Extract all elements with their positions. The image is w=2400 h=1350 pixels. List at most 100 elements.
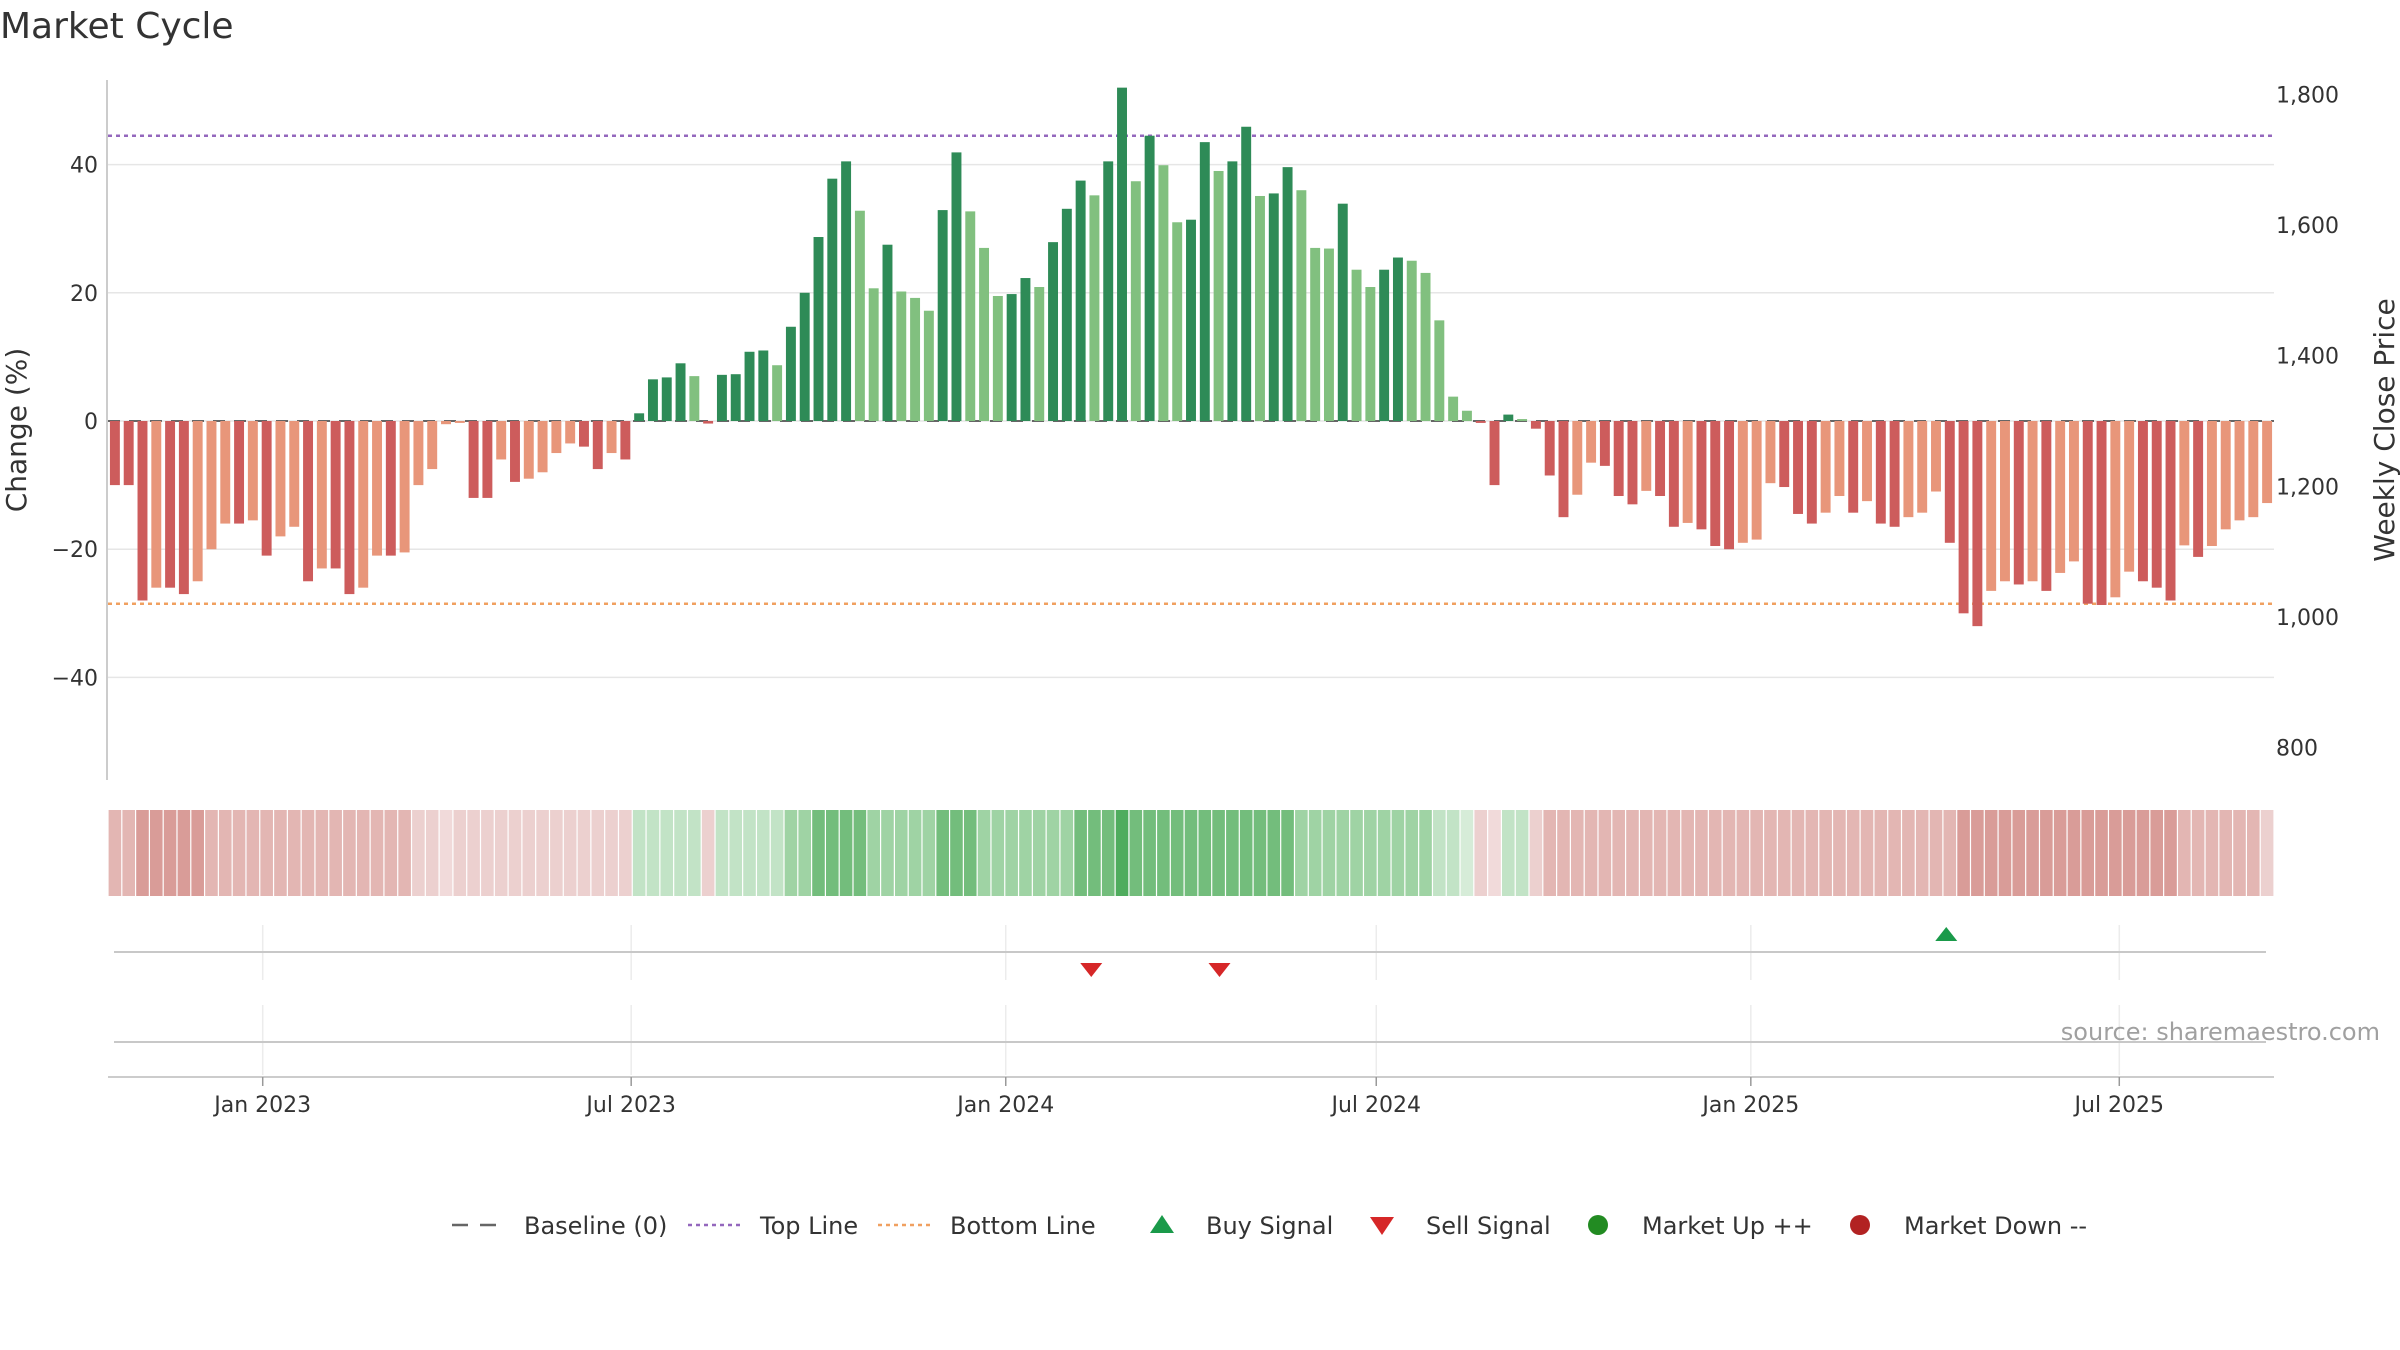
strip-cell [577, 810, 591, 896]
bar [1020, 278, 1031, 421]
bar [1572, 421, 1583, 495]
y-tick-label-right: 1,600 [2276, 214, 2339, 239]
strip-cell [1226, 810, 1239, 896]
bar [1806, 421, 1817, 524]
strip-cell [1708, 810, 1722, 896]
strip-cell [287, 810, 301, 896]
strip-cell [963, 810, 977, 896]
strip-cell [2122, 810, 2136, 896]
strip-cell [2081, 810, 2095, 896]
bar [1558, 421, 1569, 518]
strip-cell [1874, 810, 1888, 896]
strip-cell [1364, 810, 1377, 896]
bar [2096, 421, 2107, 605]
strip-cell [1115, 810, 1129, 896]
strip-cell [563, 810, 577, 896]
bar [1241, 126, 1252, 421]
strip-cell [274, 810, 287, 896]
strip-cell [1681, 810, 1694, 896]
bar [1737, 421, 1748, 543]
strip-cell [232, 810, 246, 896]
bar [758, 350, 769, 421]
bar [234, 421, 245, 524]
bar [1227, 161, 1238, 421]
strip-cell [1515, 810, 1529, 896]
bar [1351, 269, 1362, 421]
bar [1448, 396, 1459, 421]
strip-cell [908, 810, 922, 896]
strip-cell [894, 810, 908, 896]
axes: −40 −20 0 20 40 800 1,000 1,200 1,400 1,600 1,800 [52, 80, 2339, 780]
strip-cell [826, 810, 839, 896]
strip-cell [881, 810, 894, 896]
strip-cell [425, 810, 439, 896]
legend-label: Baseline (0) [524, 1212, 667, 1240]
bar [689, 376, 700, 421]
strip-cell [2040, 810, 2053, 896]
bar [1034, 287, 1045, 421]
bar [1213, 170, 1224, 421]
bar [1158, 165, 1169, 421]
strip-cell [1267, 810, 1281, 896]
strip-cell [1281, 810, 1294, 896]
strip-cell [301, 810, 315, 896]
bar [1406, 260, 1417, 421]
bar [1655, 421, 1666, 497]
strip-cell [2191, 810, 2205, 896]
bar [1434, 320, 1445, 421]
strip-cell [1888, 810, 1901, 896]
bar [1765, 421, 1776, 484]
bar [592, 421, 603, 470]
strip-cell [674, 810, 687, 896]
strip-cell [688, 810, 701, 896]
x-tick-label: Jul 2023 [584, 1093, 676, 1118]
bar [482, 421, 493, 498]
bar [1503, 414, 1514, 421]
bar [1724, 421, 1735, 550]
strip-cell [384, 810, 398, 896]
strip-cell [1253, 810, 1267, 896]
legend-sell-icon [1370, 1217, 1394, 1235]
bar [1310, 247, 1321, 421]
strip-cell [1750, 810, 1763, 896]
bar [2179, 421, 2190, 546]
strip-cell [1433, 810, 1446, 896]
bar [413, 421, 424, 486]
bar [1489, 421, 1500, 486]
strip-cell [1998, 810, 2012, 896]
strip-cell [136, 810, 149, 896]
bar [1130, 181, 1141, 421]
bar [744, 351, 755, 421]
strip-cell [1405, 810, 1419, 896]
strip-cell [812, 810, 825, 896]
bar [1172, 222, 1183, 421]
bar [358, 421, 369, 588]
bar [399, 421, 410, 553]
bar [523, 421, 534, 479]
strip-cell [2233, 810, 2246, 896]
bar [2151, 421, 2162, 588]
bar [1862, 421, 1872, 502]
strip-cell [453, 810, 467, 896]
strip-cell [922, 810, 936, 896]
strip-cell [356, 810, 370, 896]
strip-cell [1584, 810, 1598, 896]
strip-cell [1460, 810, 1474, 896]
x-tick-label: Jan 2025 [1700, 1093, 1799, 1118]
strip-cell [1915, 810, 1929, 896]
bar [247, 421, 258, 521]
strip-cell [853, 810, 867, 896]
bar [882, 244, 893, 421]
bar [427, 421, 438, 470]
bar [1048, 242, 1059, 421]
strip-cell [177, 810, 191, 896]
bar [1917, 421, 1928, 513]
strip-cell [701, 810, 715, 896]
bar [1144, 135, 1155, 422]
strip-cell [1170, 810, 1184, 896]
bar [1075, 180, 1086, 421]
strip-cell [1846, 810, 1860, 896]
strip-cell [1860, 810, 1874, 896]
strip-cell [2012, 810, 2026, 896]
